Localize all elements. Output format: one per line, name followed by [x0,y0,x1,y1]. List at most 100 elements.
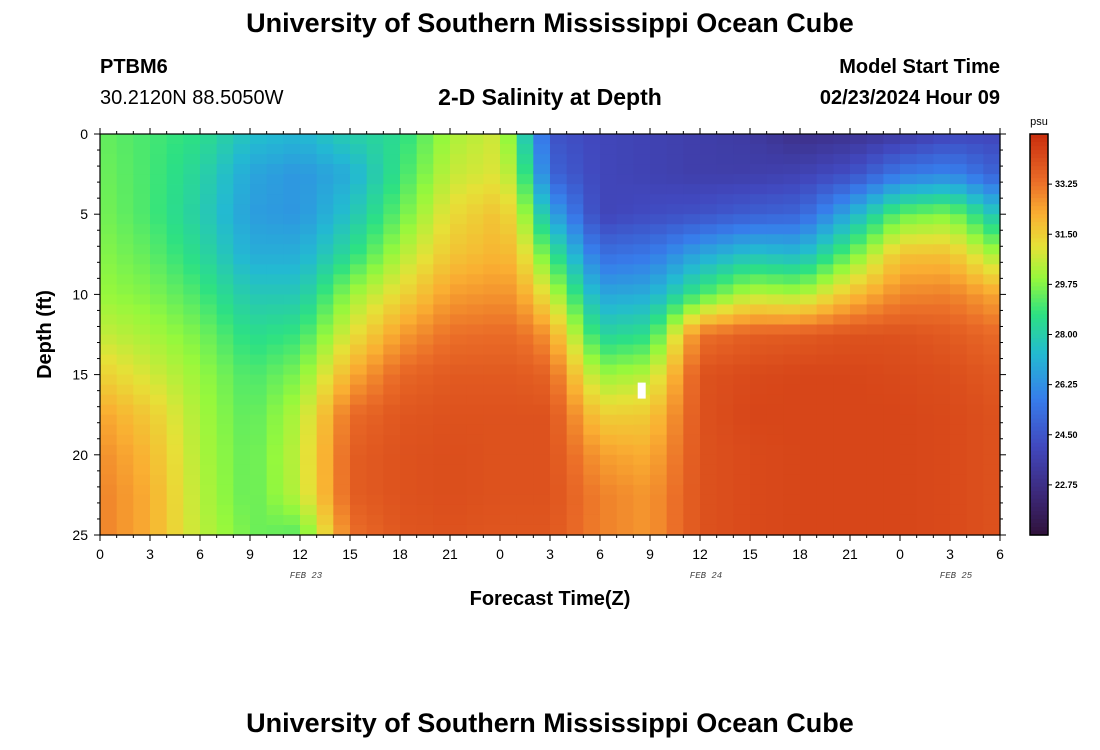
heatmap-cell [100,304,118,316]
heatmap-cell [266,254,284,265]
heatmap-cell [333,134,351,145]
heatmap-cell [866,474,884,486]
heatmap-cell [783,494,801,506]
heatmap-cell [883,154,901,165]
heatmap-cell [833,304,851,316]
heatmap-cell [383,494,401,506]
heatmap-cell [116,344,134,356]
heatmap-cell [550,284,568,296]
heatmap-cell [816,374,834,386]
heatmap-cell [783,254,801,265]
heatmap-cell [900,424,918,436]
colorbar-tick-label: 29.75 [1055,279,1078,289]
heatmap-cell [400,234,418,245]
heatmap-cell [500,474,518,486]
heatmap-cell [966,484,984,496]
heatmap-cell [983,214,1001,225]
heatmap-cell [200,344,218,356]
heatmap-cell [200,314,218,326]
heatmap-cell [233,274,251,285]
heatmap-cell [900,184,918,195]
heatmap-cell [533,404,551,416]
heatmap-cell [700,214,718,225]
heatmap-cell [416,514,434,526]
x-tick-label: 12 [292,546,308,562]
heatmap-cell [933,324,951,336]
heatmap-cell [550,244,568,255]
heatmap-cell [450,164,468,175]
heatmap-cell [383,384,401,396]
heatmap-cell [300,234,318,245]
heatmap-cell [533,374,551,386]
heatmap-cell [933,184,951,195]
colorbar-swatch [1030,314,1048,320]
colorbar-swatch [1030,294,1048,300]
heatmap-cell [450,354,468,366]
heatmap-cell [800,484,818,496]
heatmap-cell [583,294,601,306]
heatmap-cell [900,154,918,165]
heatmap-cell [416,244,434,255]
heatmap-cell [983,404,1001,416]
heatmap-cell [233,494,251,506]
heatmap-cell [233,174,251,185]
heatmap-cell [316,244,334,255]
colorbar-swatch [1030,190,1048,195]
heatmap-cell [416,414,434,426]
heatmap-cell [366,164,384,175]
heatmap-cell [916,174,934,185]
heatmap-cell [666,284,684,296]
heatmap-cell [500,264,518,275]
heatmap-cell [733,234,751,245]
heatmap-cell [566,334,584,346]
heatmap-cell [266,284,284,296]
heatmap-cell [800,174,818,185]
heatmap-cell [200,254,218,265]
heatmap-cell [600,464,618,476]
heatmap-cell [933,244,951,255]
heatmap-cell [233,264,251,275]
heatmap-cell [466,134,484,145]
heatmap-cell [816,404,834,416]
heatmap-cell [533,454,551,466]
heatmap-cell [183,354,201,366]
heatmap-cell [700,404,718,416]
heatmap-cell [633,234,651,245]
heatmap-cell [733,444,751,456]
heatmap-cell [450,294,468,306]
heatmap-cell [483,164,501,175]
heatmap-cell [116,434,134,446]
heatmap-cell [216,444,234,456]
heatmap-cell [750,234,768,245]
heatmap-cell [283,454,301,466]
heatmap-cell [283,334,301,346]
heatmap-cell [366,254,384,265]
heatmap-cell [416,454,434,466]
heatmap-cell [866,194,884,205]
heatmap-cell [383,164,401,175]
heatmap-cell [416,164,434,175]
heatmap-cell [650,254,668,265]
heatmap-cell [183,164,201,175]
heatmap-cell [500,224,518,235]
heatmap-cell [133,354,151,366]
heatmap-cell [716,324,734,336]
heatmap-cell [566,454,584,466]
heatmap-cell [116,524,134,536]
heatmap-cell [583,464,601,476]
heatmap-cell [166,154,184,165]
heatmap-cell [583,264,601,275]
heatmap-cell [316,324,334,336]
heatmap-cell [400,144,418,155]
heatmap-cell [600,394,618,406]
heatmap-cell [183,184,201,195]
heatmap-cell [666,304,684,316]
heatmap-cell [633,494,651,506]
heatmap-cell [616,344,634,356]
heatmap-cell [566,224,584,235]
heatmap-cell [700,384,718,396]
heatmap-cell [966,264,984,275]
heatmap-cell [950,314,968,326]
heatmap-cell [633,404,651,416]
heatmap-cell [283,424,301,436]
